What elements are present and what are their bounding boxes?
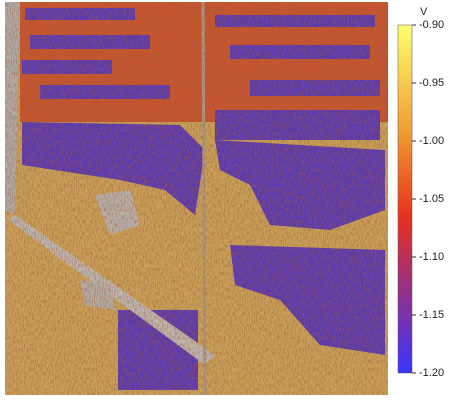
colorbar-tick-label: -1.15 [419,309,444,321]
colorbar-tick-label: -1.00 [419,135,444,147]
scan-image [5,1,388,396]
colorbar [397,24,413,374]
colorbar-tick-label: -1.20 [419,367,444,379]
colorbar-tick-label: -0.90 [419,19,444,31]
colorbar-label: V [420,6,428,18]
colorbar-tick-label: -1.05 [419,193,444,205]
colorbar-tick-label: -1.10 [419,251,444,263]
colorbar-tick-label: -0.95 [419,77,444,89]
